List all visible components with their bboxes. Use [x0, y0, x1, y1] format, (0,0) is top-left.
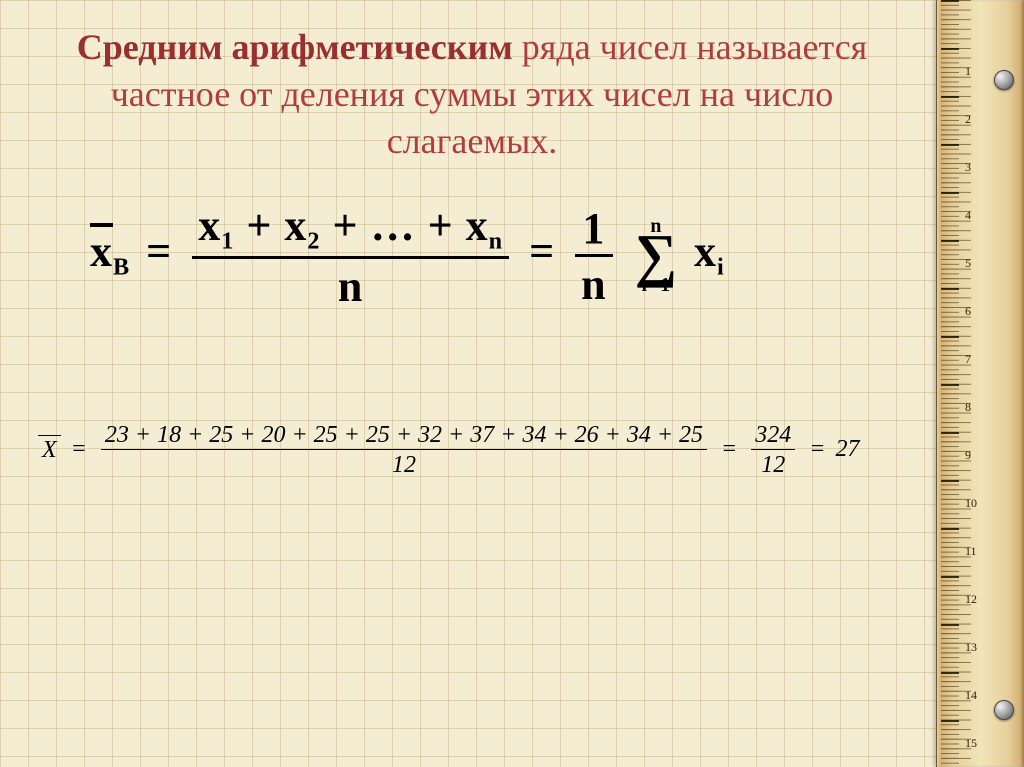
title-strong: Средним арифметическим — [77, 27, 513, 67]
ruler-major-ticks — [941, 0, 959, 767]
ruler-screw — [994, 700, 1014, 720]
example-fraction-sum: 324 12 — [751, 422, 795, 479]
equals-1: = — [146, 227, 172, 276]
overline — [38, 435, 61, 436]
ruler-number: 6 — [965, 287, 985, 335]
example-fraction-long: 23 + 18 + 25 + 20 + 25 + 25 + 32 + 37 + … — [101, 422, 707, 479]
ruler-numbers: 123456789101112131415 — [965, 0, 985, 767]
formula-numerator: x1 + x2 + … + xn — [192, 200, 509, 258]
ruler-number: 3 — [965, 143, 985, 191]
content-area: Средним арифметическим ряда чисел называ… — [0, 0, 1024, 479]
equals-5: = — [809, 436, 825, 462]
sigma-term: xi — [694, 227, 725, 276]
formula-denominator: n — [192, 259, 509, 312]
ruler-number: 11 — [965, 527, 985, 575]
mean-formula: xB = x1 + x2 + … + xn n = 1 n n — [90, 200, 914, 311]
ruler-number — [965, 0, 985, 47]
example-computation: X = 23 + 18 + 25 + 20 + 25 + 25 + 32 + 3… — [38, 422, 914, 479]
ruler-decoration: 123456789101112131415 — [936, 0, 1024, 767]
formula-lhs-sub: B — [113, 254, 130, 281]
title: Средним арифметическим ряда чисел называ… — [30, 24, 914, 164]
ruler-screw — [994, 70, 1014, 90]
ruler-number: 8 — [965, 383, 985, 431]
sigma: n ∑ i=1 — [635, 217, 678, 296]
example-numerator: 23 + 18 + 25 + 20 + 25 + 25 + 32 + 37 + … — [101, 422, 707, 450]
ruler-number: 14 — [965, 671, 985, 719]
ruler-number: 1 — [965, 47, 985, 95]
formula-fraction-expanded: x1 + x2 + … + xn n — [192, 200, 509, 311]
ruler-number: 7 — [965, 335, 985, 383]
example-denominator: 12 — [101, 450, 707, 479]
ruler-number: 12 — [965, 575, 985, 623]
slide: Средним арифметическим ряда чисел называ… — [0, 0, 1024, 767]
ruler-number: 4 — [965, 191, 985, 239]
example-result: 27 — [835, 436, 859, 462]
sigma-symbol: ∑ — [635, 232, 678, 280]
equals-4: = — [721, 436, 737, 462]
ruler-number: 15 — [965, 719, 985, 767]
formula-one-over-n: 1 n — [575, 203, 612, 310]
example-lhs: X — [38, 437, 61, 464]
formula-lhs-var: x — [90, 226, 113, 277]
equals-3: = — [71, 436, 87, 462]
ruler-number: 9 — [965, 431, 985, 479]
ruler-number: 13 — [965, 623, 985, 671]
ruler-number: 10 — [965, 479, 985, 527]
equals-2: = — [529, 227, 555, 276]
ruler-number: 2 — [965, 95, 985, 143]
ruler-number: 5 — [965, 239, 985, 287]
